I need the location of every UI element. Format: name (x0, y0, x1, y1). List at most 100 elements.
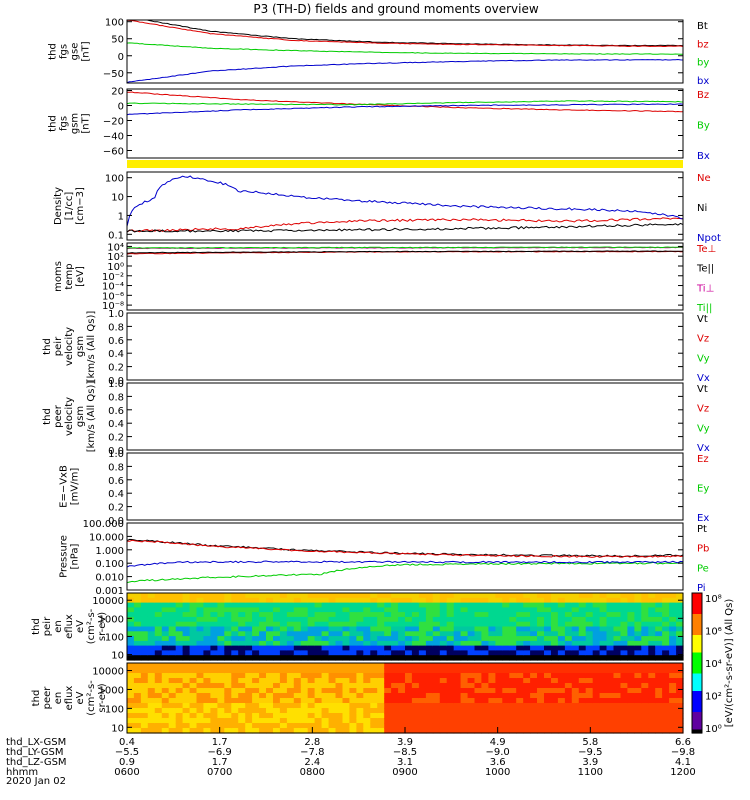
heatmap-cell (293, 612, 302, 618)
heatmap-cell (127, 621, 135, 628)
heatmap-cell (328, 607, 337, 613)
heatmap-cell (203, 640, 211, 647)
heatmap-cell (578, 626, 587, 632)
heatmap-cell (321, 655, 330, 661)
heatmap-cell (537, 597, 545, 604)
heatmap-cell (474, 673, 482, 679)
heatmap-cell (523, 621, 531, 628)
heatmap-cell (405, 621, 413, 628)
heatmap-cell (564, 668, 573, 674)
heatmap-cell (384, 718, 392, 724)
heatmap-cell (140, 683, 149, 689)
heatmap-cell (425, 636, 434, 642)
heatmap-cell (648, 626, 656, 632)
heatmap-cell (418, 616, 427, 623)
heatmap-cell (279, 703, 288, 709)
heatmap-cell (523, 688, 531, 694)
colorbar-segment (692, 635, 702, 640)
heatmap-cell (411, 728, 420, 734)
heatmap-cell (398, 607, 406, 613)
heatmap-cell (147, 593, 156, 599)
heatmap-cell (648, 678, 656, 684)
heatmap-cell (627, 698, 635, 704)
heatmap-cell (599, 688, 608, 694)
heatmap-cell (460, 673, 469, 679)
heatmap-cell (648, 723, 656, 729)
heatmap-cell (516, 718, 524, 724)
heatmap-cell (411, 626, 420, 632)
heatmap-cell (460, 718, 469, 724)
heatmap-cell (495, 688, 503, 694)
heatmap-cell (488, 728, 496, 734)
x-tick-label: 6.6 (675, 737, 691, 748)
heatmap-cell (349, 693, 357, 699)
heatmap-cell (599, 663, 608, 669)
heatmap-cell (544, 698, 552, 704)
y-tick-label: 100 (105, 18, 124, 29)
heatmap-cell (307, 597, 316, 604)
heatmap-cell (154, 621, 163, 628)
heatmap-cell (634, 703, 642, 709)
heatmap-cell (509, 597, 517, 604)
heatmap-cell (418, 602, 427, 608)
heatmap-cell (398, 678, 406, 684)
heatmap-cell (279, 663, 288, 669)
heatmap-cell (349, 645, 357, 651)
heatmap-cell (286, 612, 295, 618)
heatmap-cell (300, 703, 309, 709)
heatmap-cell (175, 597, 184, 604)
heatmap-cell (398, 698, 406, 704)
heatmap-cell (300, 693, 309, 699)
heatmap-cell (398, 636, 406, 642)
heatmap-cell (363, 673, 371, 679)
heatmap-cell (613, 718, 621, 724)
heatmap-cell (300, 645, 309, 651)
heatmap-cell (286, 655, 295, 661)
heatmap-cell (578, 718, 587, 724)
heatmap-cell (606, 678, 614, 684)
y-tick-label: 20 (111, 87, 124, 98)
heatmap-cell (571, 698, 580, 704)
heatmap-cell (266, 607, 274, 613)
heatmap-cell (474, 616, 482, 623)
heatmap-cell (189, 631, 198, 637)
legend-Ti⊥: Ti⊥ (696, 283, 714, 294)
heatmap-cell (363, 636, 371, 642)
heatmap-cell (439, 597, 448, 604)
heatmap-cell (356, 673, 364, 679)
heatmap-cell (676, 683, 684, 689)
heatmap-cell (495, 668, 503, 674)
heatmap-cell (662, 728, 670, 734)
heatmap-cell (300, 626, 309, 632)
heatmap-cell (405, 597, 413, 604)
heatmap-cell (342, 593, 350, 599)
heatmap-cell (669, 663, 677, 669)
heatmap-cell (307, 621, 316, 628)
heatmap-cell (154, 602, 163, 608)
heatmap-cell (495, 723, 503, 729)
heatmap-cell (349, 678, 357, 684)
heatmap-cell (411, 663, 420, 669)
heatmap-cell (439, 673, 448, 679)
heatmap-cell (564, 636, 573, 642)
y-tick-label: 0.0 (108, 516, 124, 527)
heatmap-cell (516, 636, 524, 642)
heatmap-cell (300, 678, 309, 684)
heatmap-cell (537, 655, 545, 661)
heatmap-cell (314, 612, 323, 618)
heatmap-cell (293, 718, 302, 724)
heatmap-cell (168, 693, 177, 699)
heatmap-cell (154, 673, 163, 679)
heatmap-cell (245, 616, 253, 623)
heatmap-cell (279, 678, 288, 684)
y-axis-label: [cm−3] (75, 187, 86, 225)
heatmap-cell (523, 708, 531, 714)
heatmap-cell (238, 655, 246, 661)
heatmap-cell (391, 698, 399, 704)
heatmap-cell (363, 593, 371, 599)
heatmap-cell (300, 698, 309, 704)
heatmap-cell (669, 607, 677, 613)
heatmap-cell (544, 663, 552, 669)
heatmap-cell (175, 728, 184, 734)
heatmap-cell (182, 640, 191, 647)
